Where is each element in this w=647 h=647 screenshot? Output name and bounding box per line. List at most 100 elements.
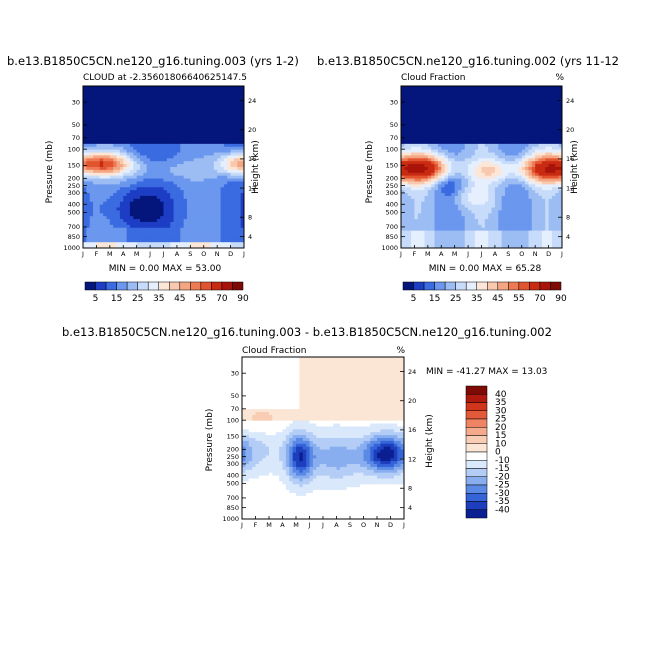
contour-cell — [126, 120, 131, 124]
contour-cell — [481, 178, 486, 182]
contour-cell — [86, 152, 91, 156]
contour-cell — [133, 216, 138, 220]
contour-cell — [240, 198, 245, 203]
contour-cell — [548, 164, 553, 168]
contour-cell — [173, 149, 178, 153]
contour-cell — [471, 204, 476, 208]
contour-cell — [407, 152, 412, 156]
contour-cell — [109, 207, 114, 211]
contour-cell — [454, 132, 459, 136]
contour-cell — [173, 152, 178, 156]
xtick-label: D — [228, 250, 233, 258]
contour-cell — [401, 88, 405, 93]
contour-cell — [176, 120, 181, 124]
contour-cell — [411, 126, 415, 130]
contour-cell — [501, 190, 506, 194]
contour-cell — [538, 167, 543, 171]
contour-cell — [136, 109, 141, 113]
contour-cell — [123, 172, 127, 177]
contour-cell — [535, 106, 539, 110]
contour-cell — [508, 138, 513, 142]
contour-cell — [511, 210, 516, 214]
contour-cell — [223, 210, 228, 214]
contour-cell — [96, 138, 101, 142]
contour-cell — [133, 245, 138, 249]
contour-cell — [190, 155, 195, 159]
contour-cell — [210, 161, 215, 165]
contour-cell — [106, 117, 111, 122]
contour-cell — [504, 100, 509, 104]
contour-cell — [173, 94, 178, 98]
contour-cell — [525, 123, 529, 127]
contour-cell — [481, 94, 486, 98]
contour-cell — [183, 219, 188, 223]
contour-cell — [186, 245, 191, 249]
contour-cell — [441, 103, 445, 107]
contour-cell — [166, 164, 171, 168]
contour-cell — [498, 193, 503, 197]
contour-cell — [504, 216, 509, 220]
contour-cell — [173, 155, 178, 159]
contour-cell — [525, 193, 529, 197]
contour-cell — [407, 167, 412, 171]
ytick-right-label: 8 — [248, 213, 252, 221]
contour-cell — [180, 103, 185, 107]
contour-cell — [113, 224, 117, 229]
contour-cell — [525, 184, 529, 188]
contour-cell — [474, 213, 479, 217]
contour-cell — [220, 213, 225, 217]
contour-cell — [156, 195, 161, 200]
contour-cell — [217, 213, 221, 217]
contour-cell — [481, 190, 486, 194]
contour-cell — [109, 123, 114, 127]
contour-cell — [140, 161, 144, 165]
contour-cell — [464, 193, 469, 197]
contour-cell — [558, 155, 563, 159]
contour-cell — [106, 120, 111, 124]
contour-cell — [203, 161, 208, 165]
contour-cell — [525, 109, 529, 113]
contour-cell — [150, 167, 154, 171]
contour-cell — [123, 120, 127, 124]
contour-cell — [207, 86, 211, 90]
contour-cell — [220, 152, 225, 156]
contour-cell — [129, 190, 134, 194]
contour-cell — [96, 123, 101, 127]
contour-cell — [170, 103, 174, 107]
contour-cell — [153, 138, 158, 142]
contour-cell — [119, 236, 124, 240]
contour-cell — [431, 207, 435, 211]
contour-cell — [407, 132, 412, 136]
contour-cell — [411, 167, 415, 171]
contour-cell — [180, 230, 185, 234]
contour-cell — [501, 181, 506, 185]
contour-cell — [468, 112, 472, 116]
contour-cell — [404, 100, 409, 104]
contour-cell — [478, 114, 482, 119]
contour-cell — [461, 167, 466, 171]
contour-cell — [491, 123, 496, 127]
contour-cell — [156, 106, 161, 110]
contour-cell — [106, 149, 111, 153]
contour-cell — [153, 103, 158, 107]
contour-cell — [190, 149, 195, 153]
contour-cell — [488, 195, 492, 200]
contour-cell — [119, 161, 124, 165]
contour-cell — [166, 88, 171, 93]
contour-cell — [136, 161, 141, 165]
contour-cell — [186, 195, 191, 200]
contour-cell — [515, 195, 519, 200]
contour-cell — [203, 100, 208, 104]
contour-cell — [207, 195, 211, 200]
contour-cell — [190, 216, 195, 220]
contour-cell — [140, 112, 144, 116]
contour-cell — [491, 195, 496, 200]
contour-cell — [538, 195, 543, 200]
contour-cell — [474, 138, 479, 142]
contour-cell — [136, 207, 141, 211]
contour-cell — [555, 146, 560, 151]
contour-cell — [548, 123, 553, 127]
contour-cell — [116, 178, 121, 182]
contour-cell — [454, 201, 459, 205]
contour-cell — [484, 94, 489, 98]
